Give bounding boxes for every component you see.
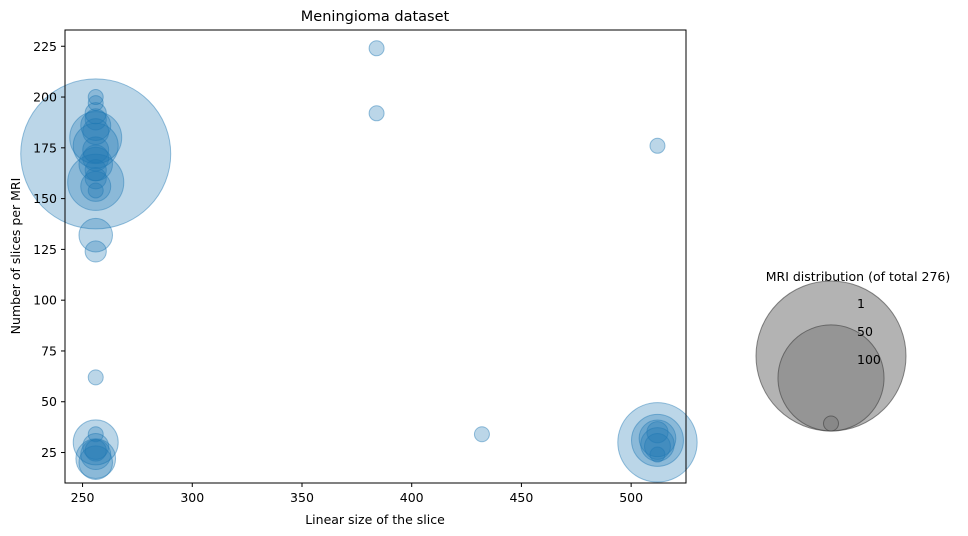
data-point-26 (78, 445, 113, 480)
data-point-4 (80, 109, 112, 141)
data-point-5 (82, 118, 110, 146)
chart-title: Meningioma dataset (301, 9, 450, 25)
plot-frame (64, 29, 687, 484)
legend: MRI distribution (of total 276) 1 50 100 (755, 269, 951, 432)
data-point-8 (82, 136, 110, 164)
data-point-23 (84, 439, 107, 462)
y-tick-label: 75 (41, 343, 57, 358)
y-axis-label: Number of slices per MRI (8, 178, 23, 335)
data-point-28 (368, 105, 385, 122)
x-tick-label: 350 (290, 490, 314, 505)
data-point-19 (87, 369, 104, 386)
data-point-27 (368, 40, 385, 57)
data-point-15 (80, 170, 112, 202)
data-point-14 (67, 153, 125, 211)
x-tick-label: 500 (619, 490, 643, 505)
y-tick-label: 200 (33, 90, 57, 105)
legend-bubble-1 (823, 415, 839, 432)
data-point-24 (80, 439, 112, 471)
y-tick-label: 50 (41, 394, 57, 409)
x-tick-label: 450 (509, 490, 533, 505)
data-point-7 (72, 122, 119, 169)
data-point-32 (638, 419, 677, 458)
legend-label-1: 1 (857, 296, 865, 311)
data-point-31 (646, 421, 669, 444)
data-point-25 (75, 438, 117, 479)
data-point-16 (87, 182, 104, 199)
data-point-1 (87, 95, 104, 112)
data-point-21 (72, 419, 119, 466)
y-tick-label: 25 (41, 445, 57, 460)
data-point-34 (617, 402, 698, 483)
y-tick-label: 225 (33, 39, 57, 54)
y-tick-label: 150 (33, 191, 57, 206)
data-point-30 (649, 137, 666, 154)
legend-label-100: 100 (857, 352, 881, 367)
x-tick-label: 400 (400, 490, 424, 505)
data-point-29 (473, 426, 490, 443)
data-point-13 (84, 167, 107, 190)
data-point-9 (20, 78, 172, 230)
legend-bubble-50 (777, 324, 885, 432)
y-tick-label: 175 (33, 140, 57, 155)
data-point-33 (630, 413, 684, 467)
data-point-12 (84, 159, 107, 182)
data-point-35 (640, 427, 675, 462)
x-tick-label: 300 (180, 490, 204, 505)
data-point-18 (84, 240, 107, 263)
x-axis: 250 300 350 400 450 500 (71, 483, 643, 505)
y-axis: 25 50 75 100 125 150 175 200 225 (33, 39, 65, 460)
data-point-17 (78, 217, 113, 253)
data-point-10 (82, 144, 110, 172)
data-point-3 (84, 108, 107, 131)
y-tick-label: 125 (33, 242, 57, 257)
data-point-0 (87, 89, 104, 106)
x-axis-label: Linear size of the slice (305, 512, 445, 527)
data-point-2 (84, 102, 107, 125)
data-point-36 (643, 432, 671, 460)
data-point-20 (87, 426, 104, 443)
legend-title: MRI distribution (of total 276) (766, 269, 951, 284)
data-point-37 (649, 446, 666, 463)
data-point-22 (82, 432, 110, 460)
y-tick-label: 100 (33, 293, 57, 308)
x-tick-label: 250 (71, 490, 95, 505)
data-point-6 (69, 111, 123, 165)
legend-label-50: 50 (857, 324, 873, 339)
points-layer (20, 40, 698, 483)
data-point-11 (78, 146, 113, 182)
